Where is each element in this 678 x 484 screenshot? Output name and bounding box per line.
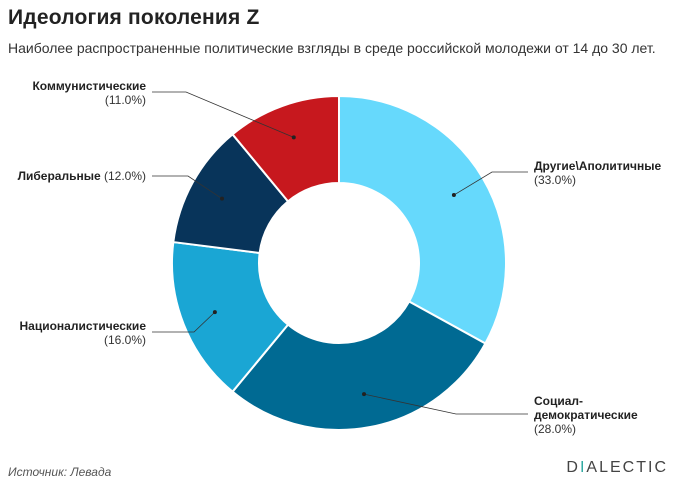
donut-slice-2 — [231, 300, 487, 431]
slice-label-1: Другие\Аполитичные(33.0%) — [534, 159, 661, 187]
leader-line-2 — [363, 393, 528, 415]
leader-line-3 — [152, 311, 216, 333]
slice-label-value: (11.0%) — [105, 93, 146, 107]
slice-label-name: Националистические — [20, 319, 147, 333]
donut-slice-5 — [231, 94, 340, 203]
leader-line-5 — [152, 91, 294, 138]
slice-label-3: Националистические(16.0%) — [20, 319, 147, 347]
chart-title: Идеология поколения Z — [8, 6, 260, 29]
leader-line-1 — [453, 171, 528, 196]
slice-label-2: Социал-демократические(28.0%) — [534, 394, 638, 436]
slice-label-5: Коммунистические(11.0%) — [32, 79, 146, 107]
leader-dot-4 — [220, 196, 225, 201]
leader-dot-5 — [291, 135, 296, 140]
slice-label-name: Другие\Аполитичные — [534, 159, 661, 173]
slice-label-name: Коммунистические — [32, 79, 146, 93]
leader-dot-3 — [212, 310, 217, 315]
brand-logo-rest: ALECTIC — [586, 459, 668, 476]
slice-label-4: Либеральные (12.0%) — [18, 169, 146, 183]
brand-logo: DIALECTIC — [566, 459, 668, 477]
slice-label-value: (16.0%) — [104, 333, 146, 347]
brand-logo-accent: I — [579, 459, 587, 476]
slice-label-text: Либеральные (12.0%) — [18, 169, 146, 183]
slice-label-name: демократические — [534, 408, 638, 422]
brand-logo-first: D — [566, 459, 580, 476]
slice-label-name: Социал- — [534, 394, 583, 408]
leader-dot-1 — [451, 193, 456, 198]
leader-dot-2 — [362, 392, 367, 397]
slice-label-value: (33.0%) — [534, 173, 576, 187]
chart-subtitle: Наиболее распространенные политические в… — [8, 40, 656, 56]
donut-slice-1 — [338, 94, 507, 345]
slice-label-value: (28.0%) — [534, 422, 576, 436]
leader-line-4 — [152, 175, 223, 200]
source-note: Источник: Левада — [8, 465, 112, 479]
donut-slice-3 — [171, 240, 290, 394]
